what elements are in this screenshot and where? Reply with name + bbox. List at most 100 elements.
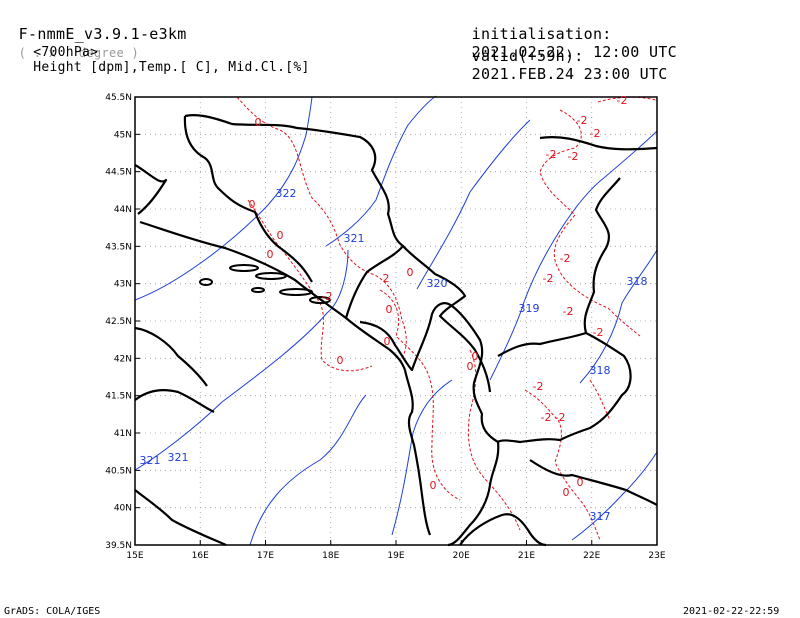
lon-label: 22E <box>583 551 600 561</box>
temp-contour-label: -2 <box>541 411 552 424</box>
bulgaria-border <box>539 136 658 334</box>
lon-label: 21E <box>518 551 535 561</box>
lon-label: 20E <box>453 551 470 561</box>
temp-contour-label: 0 <box>337 354 344 367</box>
height-contours <box>134 95 658 546</box>
island-mljet <box>309 296 331 304</box>
temp-contour-neg2-east <box>589 379 611 421</box>
temp-contour-label: -2 <box>555 411 566 424</box>
montenegro-border <box>359 302 453 372</box>
temp-contour-label: -2 <box>546 148 557 161</box>
lon-label: 18E <box>322 551 339 561</box>
init-label: initialisation: <box>471 25 612 43</box>
height-contour-label: 318 <box>627 275 648 288</box>
fields-label: Height [dpm],Temp.[ C], Mid.Cl.[%] <box>33 60 310 75</box>
island-lastovo <box>251 287 265 293</box>
lat-label: 40.5N <box>105 466 132 476</box>
lat-label: 40N <box>114 504 132 514</box>
temp-contour-label: -2 <box>617 94 628 107</box>
unit-hint: ( . x . degree ) <box>18 46 140 60</box>
height-contour-label: 321 <box>140 454 161 467</box>
height-contour-mid <box>391 379 453 536</box>
height-contour-label: 322 <box>276 187 297 200</box>
greece-border <box>529 459 658 506</box>
temp-contour-0-coast <box>247 199 373 372</box>
temp-contour-label: -2 <box>563 305 574 318</box>
temp-contour-label: 0 <box>472 350 479 363</box>
island-korcula <box>279 288 313 296</box>
temp-contour-label: 0 <box>267 248 274 261</box>
height-contour-317 <box>571 451 658 541</box>
height-contour-321-sw <box>249 394 367 546</box>
albania-coast <box>403 369 432 536</box>
height-contour-label: 320 <box>427 277 448 290</box>
lat-label: 42.5N <box>105 317 132 327</box>
init-time: initialisation: 2021.02.22. 12:00 UTC <box>453 7 677 61</box>
footer-credit: GrADS: COLA/IGES <box>4 606 101 617</box>
axis-labels: 15E 16E 17E 18E 19E 20E 21E 22E 23E 45.5N 45N 44.5N… <box>105 93 666 561</box>
serbia-border <box>402 245 492 393</box>
level-label: <700hPa> <box>33 45 99 60</box>
lon-label: 19E <box>387 551 404 561</box>
lat-label: 45N <box>114 130 132 140</box>
height-contour-322 <box>134 96 313 301</box>
adriatic-islands <box>199 264 331 304</box>
footer-timestamp: 2021-02-22-22:59 <box>683 606 780 617</box>
height-contour-319 <box>489 130 658 381</box>
lat-label: 43.5N <box>105 242 132 252</box>
italy-heel <box>134 389 227 547</box>
lon-label: 16E <box>192 551 209 561</box>
temp-contour-label: -2 <box>577 114 588 127</box>
temp-contour-label: -2 <box>543 272 554 285</box>
temp-contour-label: 0 <box>577 476 584 489</box>
albania-border <box>447 305 500 547</box>
temp-contour-neg2-se <box>524 389 601 541</box>
model-title: F-nmmE_v3.9.1-e3km ( . x . degree ) <box>0 7 187 61</box>
field-description: <700hPa> Height [dpm],Temp.[ C], Mid.Cl.… <box>17 30 310 75</box>
lat-label: 41.5N <box>105 392 132 402</box>
height-contour-label: 317 <box>590 510 611 523</box>
lat-label: 43N <box>114 280 132 290</box>
height-contour-label: 321 <box>168 451 189 464</box>
height-contour-318 <box>579 249 658 384</box>
croatia-inner-border <box>183 115 313 283</box>
temp-contour-label: -2 <box>322 290 333 303</box>
temp-contour-label: 0 <box>407 266 414 279</box>
temp-contour-label: 0 <box>255 116 262 129</box>
lat-lon-grid <box>135 97 657 545</box>
temp-contour-label: 0 <box>277 229 284 242</box>
temp-contour-label: 0 <box>467 360 474 373</box>
lat-label: 45.5N <box>105 93 132 103</box>
height-contour-321-north <box>325 95 437 247</box>
valid-label: valid(+59h): <box>471 47 584 65</box>
temp-contour-0-center <box>379 289 461 501</box>
lat-label: 44N <box>114 205 132 215</box>
temp-contour-label: 0 <box>249 198 256 211</box>
height-contour-label: 318 <box>590 364 611 377</box>
island-brac <box>229 264 259 272</box>
lon-label: 15E <box>126 551 143 561</box>
height-contour-321-south <box>134 249 349 471</box>
temp-contour-label: -2 <box>560 252 571 265</box>
adriatic-coast-east <box>134 164 407 371</box>
valid-time: valid(+59h): 2021.FEB.24 23:00 UTC <box>453 29 668 83</box>
temp-contour-label: 0 <box>563 486 570 499</box>
temp-contour-label: -2 <box>568 150 579 163</box>
lat-label: 44.5N <box>105 168 132 178</box>
height-contour-label: 319 <box>519 302 540 315</box>
valid-value: 2021.FEB.24 23:00 UTC <box>471 65 668 83</box>
temp-contour-label: -2 <box>590 127 601 140</box>
temp-contour-0-west <box>236 96 407 363</box>
lat-label: 39.5N <box>105 541 132 551</box>
lat-label: 42N <box>114 354 132 364</box>
temp-contour-label: 0 <box>384 335 391 348</box>
croatia-bosnia-border <box>184 114 405 319</box>
temp-contour-label: -2 <box>533 380 544 393</box>
temp-contour-label: 0 <box>430 479 437 492</box>
temp-contour-label: 2 <box>383 272 390 285</box>
temp-contour-label: 0 <box>386 303 393 316</box>
lon-label: 17E <box>257 551 274 561</box>
greece-coast <box>459 513 547 547</box>
